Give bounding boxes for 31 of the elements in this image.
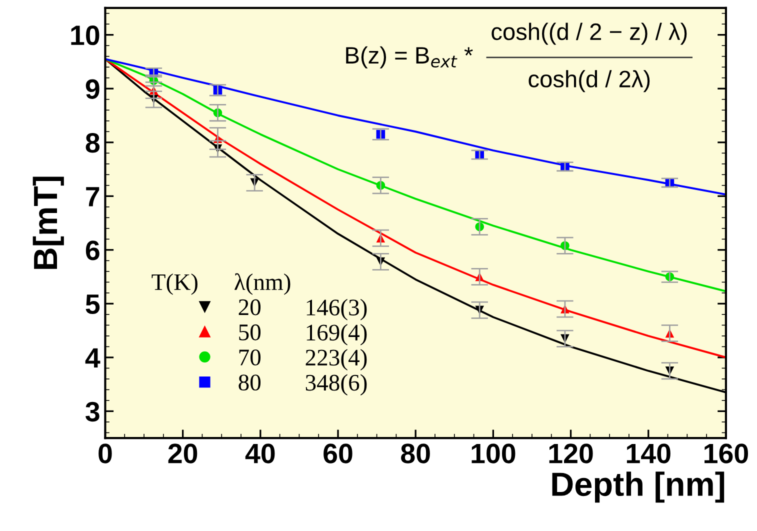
x-tick-label: 0 <box>98 444 112 464</box>
annotation: cosh(d / 2λ) <box>528 70 650 92</box>
annotation: B(z) = B$_{ext}$ * <box>346 46 473 68</box>
y-tick-label: 3 <box>86 402 100 422</box>
y-tick-label: 7 <box>86 187 100 206</box>
legend-title: T(K) λ(nm) <box>152 273 290 295</box>
x-tick-label: 160 <box>704 444 748 464</box>
y-tick-label: 10 <box>71 26 100 46</box>
y-axis-title: B[mT] <box>32 176 64 269</box>
annotation: cosh((d / 2 − z) / λ) <box>492 22 687 45</box>
legend-label: 50 <box>239 324 261 340</box>
x-tick-label: 40 <box>245 444 275 464</box>
annotation: 223(4) <box>306 349 367 370</box>
x-tick-label: 80 <box>401 444 430 464</box>
annotation: 146(3) <box>306 298 367 320</box>
y-tick-label: 4 <box>85 348 100 368</box>
annotation: 348(6) <box>306 374 367 396</box>
annotation: 169(4) <box>306 324 367 346</box>
y-tick-label: 5 <box>86 294 100 314</box>
legend-label: 20 <box>238 299 261 316</box>
legend-label: 80 <box>238 374 261 391</box>
x-tick-label: 100 <box>472 444 516 464</box>
x-tick-label: 140 <box>626 444 670 464</box>
legend-label: 70 <box>239 349 261 366</box>
y-tick-label: 9 <box>86 79 100 99</box>
x-tick-label: 120 <box>549 444 593 464</box>
x-tick-label: 20 <box>168 444 198 464</box>
y-tick-label: 6 <box>86 240 100 260</box>
y-tick-label: 8 <box>86 133 100 153</box>
x-tick-label: 60 <box>324 444 352 464</box>
x-axis-title: Depth [nm] <box>552 472 724 503</box>
